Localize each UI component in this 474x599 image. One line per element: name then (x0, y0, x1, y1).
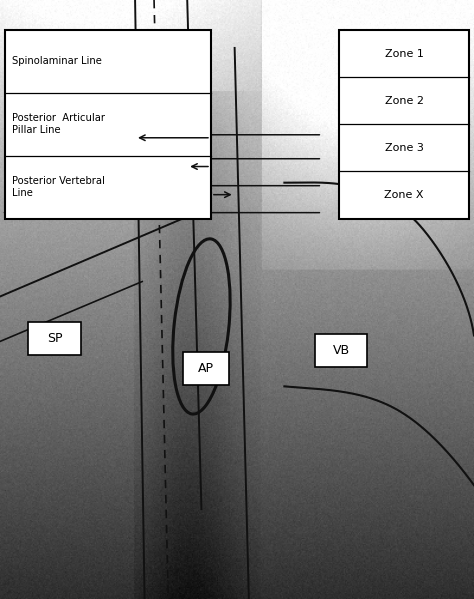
FancyBboxPatch shape (339, 30, 469, 219)
Text: Posterior Vertebral
Line: Posterior Vertebral Line (12, 176, 105, 198)
Text: Zone 1: Zone 1 (384, 49, 424, 59)
Text: Spinolaminar Line: Spinolaminar Line (12, 56, 102, 66)
FancyBboxPatch shape (315, 334, 367, 367)
Text: VB: VB (333, 344, 350, 357)
Text: Zone X: Zone X (384, 190, 424, 200)
Text: SP: SP (47, 332, 62, 345)
Text: Zone 2: Zone 2 (384, 96, 424, 105)
FancyBboxPatch shape (183, 352, 229, 385)
Text: Posterior  Articular
Pillar Line: Posterior Articular Pillar Line (12, 113, 105, 135)
Text: AP: AP (198, 362, 214, 375)
FancyBboxPatch shape (28, 322, 81, 355)
Text: Zone 3: Zone 3 (384, 143, 424, 153)
FancyBboxPatch shape (5, 30, 211, 219)
